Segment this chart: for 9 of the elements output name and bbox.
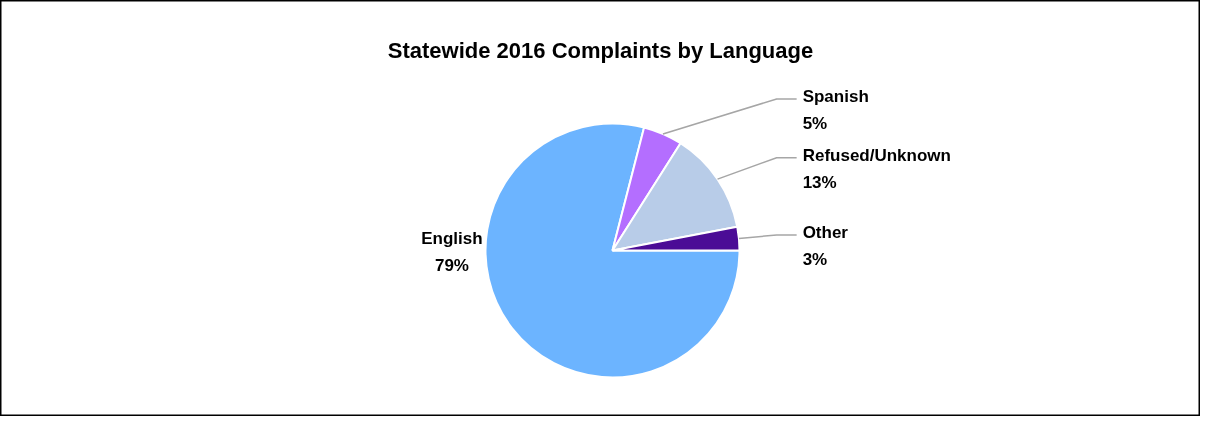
chart-title: Statewide 2016 Complaints by Language [387, 38, 814, 63]
slice-label: Other [802, 223, 849, 243]
slice-label: Spanish [802, 87, 869, 107]
data-label: 5% [802, 114, 828, 134]
slice-label: English [421, 229, 483, 248]
data-label: 3% [802, 250, 828, 270]
data-label: 79% [434, 256, 469, 275]
data-label: 13% [802, 173, 837, 193]
slice-label: Refused/Unknown [802, 146, 951, 166]
